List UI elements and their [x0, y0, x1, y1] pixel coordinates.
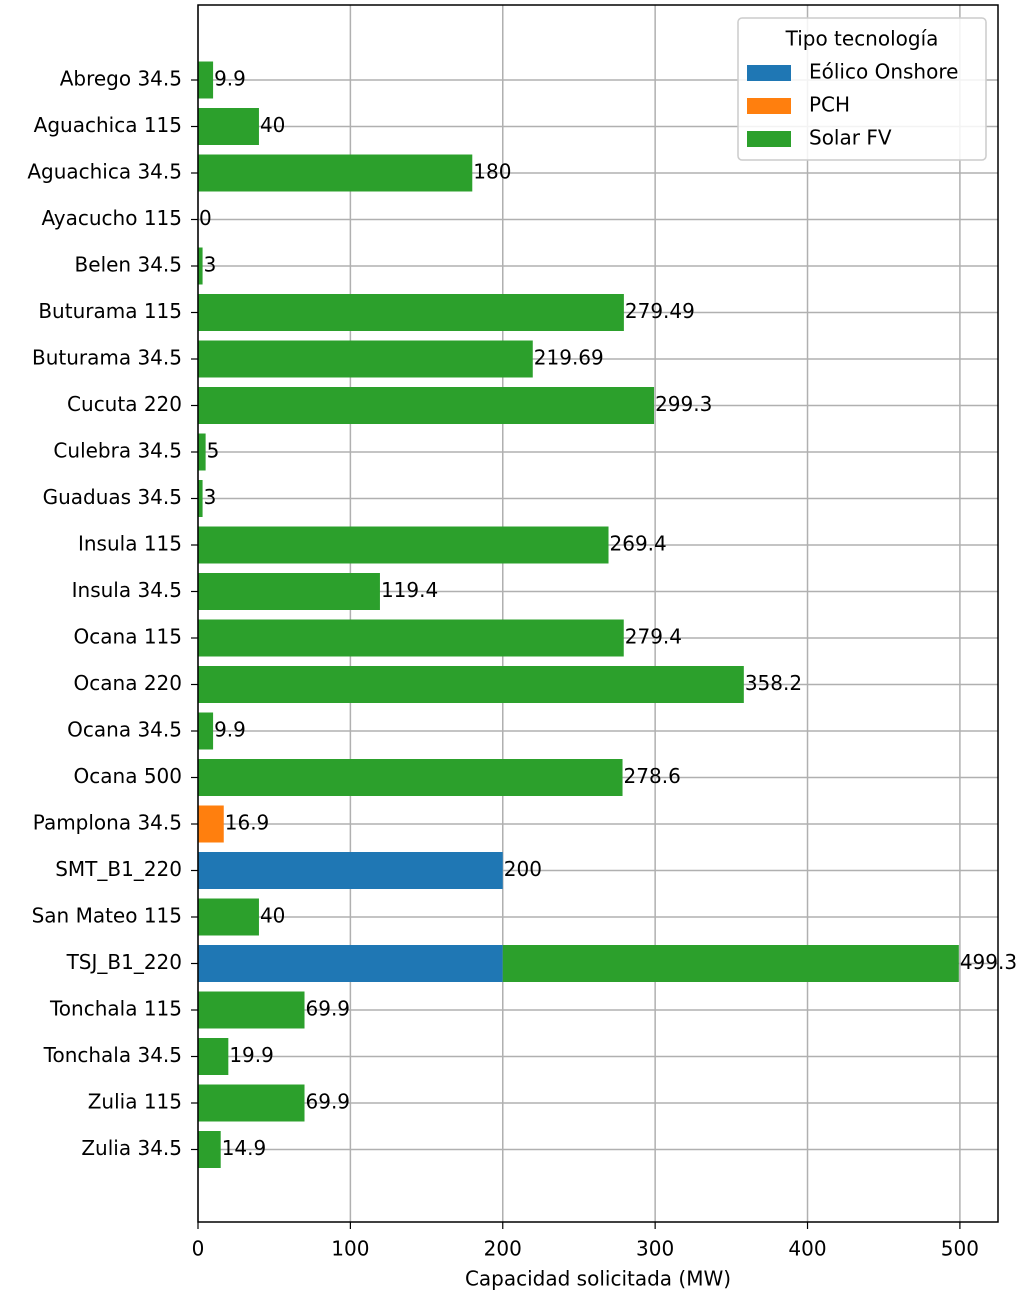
bar: [198, 1038, 229, 1075]
x-tick-label: 300: [636, 1237, 674, 1261]
data-label: 40: [260, 113, 285, 137]
y-tick-label: Insula 34.5: [72, 578, 182, 602]
data-label: 14.9: [222, 1136, 267, 1160]
bar: [198, 1131, 221, 1168]
data-label: 278.6: [624, 764, 681, 788]
y-tick-label: Aguachica 115: [34, 113, 182, 137]
y-tick-label: Insula 115: [78, 532, 182, 556]
y-tick-label: SMT_B1_220: [55, 857, 182, 881]
bar: [198, 852, 503, 889]
y-tick-label: Zulia 115: [88, 1090, 182, 1114]
y-tick-label: San Mateo 115: [32, 904, 182, 928]
data-label: 9.9: [214, 718, 246, 742]
bar: [198, 526, 609, 564]
x-tick-label: 100: [331, 1237, 369, 1261]
data-label: 5: [207, 439, 220, 463]
data-label: 69.9: [306, 1090, 351, 1114]
bar: [198, 945, 503, 982]
legend-box: [737, 17, 987, 161]
bar: [198, 433, 206, 471]
y-tick-label: Tonchala 115: [49, 997, 182, 1021]
y-tick-label: Aguachica 34.5: [27, 160, 182, 184]
y-tick-label: Tonchala 34.5: [43, 1043, 182, 1067]
bar: [198, 898, 259, 936]
data-label: 219.69: [534, 346, 604, 370]
bar: [198, 247, 203, 285]
data-label: 499.3: [960, 950, 1017, 974]
y-tick-label: Ocana 220: [74, 671, 182, 695]
y-tick-label: Ocana 115: [74, 625, 182, 649]
x-tick-label: 400: [788, 1237, 826, 1261]
data-label: 119.4: [381, 578, 438, 602]
y-tick-label: Ocana 34.5: [67, 718, 182, 742]
data-label: 279.4: [625, 625, 682, 649]
y-tick-label: Zulia 34.5: [81, 1136, 182, 1160]
legend-swatch: [747, 65, 791, 81]
y-tick-label: Guaduas 34.5: [43, 485, 182, 509]
data-label: 299.3: [655, 392, 712, 416]
data-label: 269.4: [610, 532, 667, 556]
bar: [502, 945, 959, 982]
x-axis-label: Capacidad solicitada (MW): [465, 1267, 731, 1291]
bar: [198, 805, 224, 843]
bar: [198, 154, 473, 192]
legend-title: Tipo tecnología: [785, 27, 939, 51]
data-label: 69.9: [306, 997, 351, 1021]
bar: [198, 666, 744, 703]
data-label: 180: [473, 160, 511, 184]
bar: [198, 387, 655, 424]
y-tick-label: Belen 34.5: [75, 253, 182, 277]
legend-label: Eólico Onshore: [809, 60, 958, 84]
bar: [198, 108, 259, 145]
bar: [198, 1084, 305, 1122]
bar: [198, 294, 624, 331]
y-tick-label: Culebra 34.5: [53, 439, 182, 463]
y-tick-label: Buturama 34.5: [32, 346, 182, 370]
bar: [198, 991, 305, 1029]
y-tick-label: Cucuta 220: [67, 392, 182, 416]
x-tick-label: 200: [484, 1237, 522, 1261]
data-label: 19.9: [229, 1043, 274, 1067]
data-label: 3: [204, 253, 217, 277]
plot-frame: [197, 4, 999, 1223]
data-label: 279.49: [625, 299, 695, 323]
y-tick-label: Ayacucho 115: [41, 206, 182, 230]
bar: [198, 712, 214, 750]
legend-swatch: [747, 98, 791, 114]
data-label: 40: [260, 904, 285, 928]
y-tick-label: Pamplona 34.5: [33, 811, 182, 835]
y-tick-label: TSJ_B1_220: [66, 950, 182, 974]
bar: [198, 759, 623, 796]
data-label: 3: [204, 485, 217, 509]
x-tick-label: 0: [192, 1237, 205, 1261]
bar: [198, 61, 214, 99]
y-tick-label: Ocana 500: [74, 764, 182, 788]
bar: [198, 619, 624, 657]
bar: [198, 340, 533, 378]
data-label: 9.9: [214, 67, 246, 91]
x-tick-label: 500: [941, 1237, 979, 1261]
y-tick-label: Abrego 34.5: [60, 67, 182, 91]
legend-label: PCH: [809, 93, 850, 117]
y-tick-label: Buturama 115: [38, 299, 182, 323]
data-label: 0: [199, 206, 212, 230]
data-label: 200: [504, 857, 542, 881]
legend-label: Solar FV: [809, 126, 892, 150]
data-label: 16.9: [225, 811, 270, 835]
data-label: 358.2: [745, 671, 802, 695]
bar: [198, 573, 380, 610]
bar: [198, 480, 203, 517]
legend-swatch: [747, 131, 791, 147]
